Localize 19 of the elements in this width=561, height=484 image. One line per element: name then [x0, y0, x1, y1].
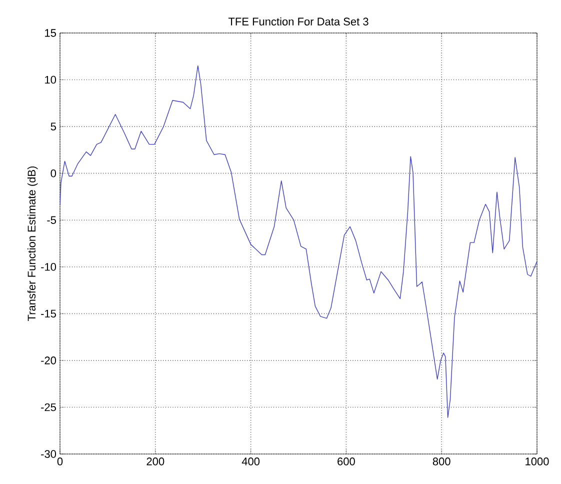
- y-axis-title: Transfer Function Estimate (dB): [27, 166, 38, 321]
- x-tick-label: 800: [432, 458, 450, 466]
- x-tick-label: 400: [242, 458, 260, 466]
- y-tick-label: -20: [41, 356, 56, 364]
- y-tick-label: 15: [45, 29, 56, 37]
- x-tick-label: 200: [146, 458, 164, 466]
- line-series: [60, 65, 538, 418]
- x-tick-label: 0: [57, 458, 63, 466]
- y-tick-label: -10: [41, 263, 56, 271]
- y-tick-label: 0: [50, 169, 56, 178]
- y-tick-label: -5: [47, 216, 56, 224]
- y-tick-label: 5: [50, 122, 56, 130]
- x-tick-label: 1000: [526, 458, 549, 466]
- y-tick-label: -15: [41, 310, 56, 318]
- y-tick-label: -25: [41, 403, 56, 412]
- x-tick-label: 600: [338, 458, 355, 466]
- y-tick-label: -30: [41, 450, 56, 458]
- y-tick-label: 10: [45, 76, 56, 84]
- chart-title: TFE Function For Data Set 3: [228, 17, 368, 26]
